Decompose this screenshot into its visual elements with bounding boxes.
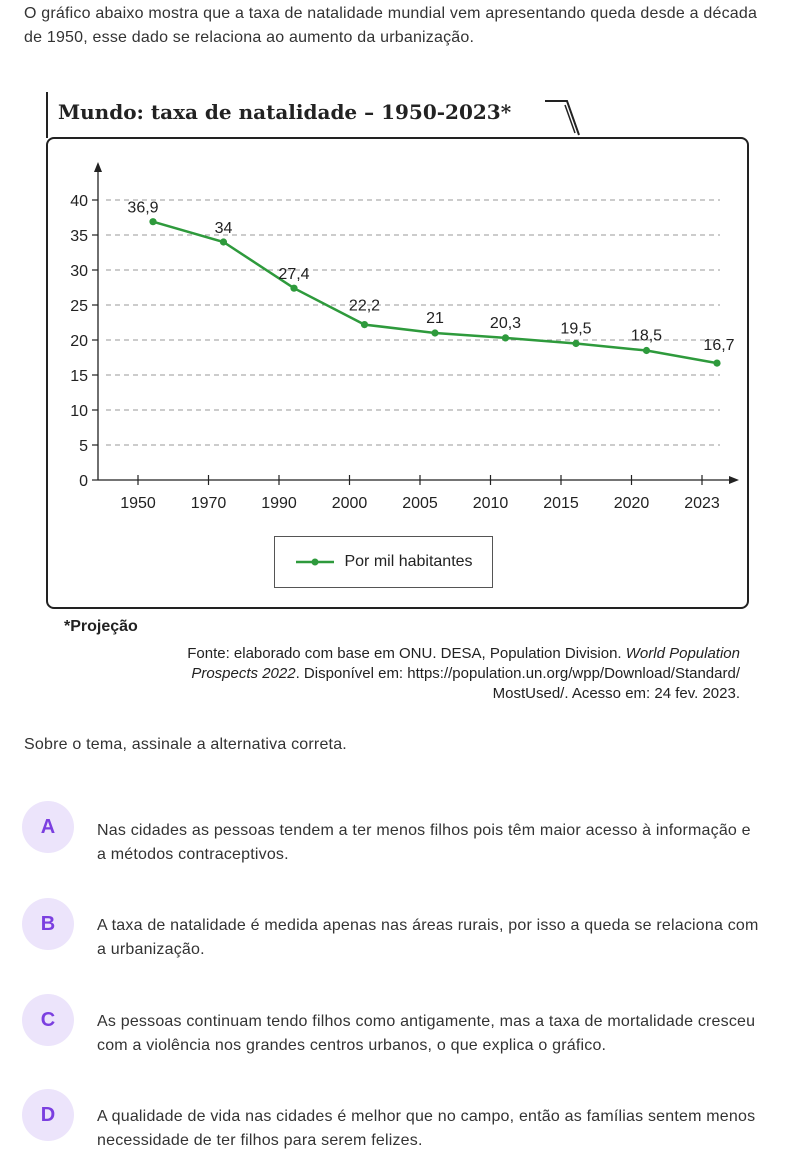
data-label: 36,9: [127, 200, 158, 217]
chart-title: Mundo: taxa de natalidade – 1950-2023*: [58, 100, 512, 124]
data-point: [642, 346, 651, 355]
data-point: [149, 218, 157, 226]
option-b-text[interactable]: A taxa de natalidade é medida apenas nas…: [97, 917, 759, 958]
data-point: [572, 339, 580, 348]
y-tick-label: 10: [70, 403, 88, 420]
y-tick-label: 15: [70, 368, 88, 385]
option-c[interactable]: C As pessoas continuam tendo filhos como…: [22, 994, 762, 1054]
legend-line-marker: [296, 558, 335, 566]
y-tick-label: 0: [79, 473, 88, 490]
x-tick-label: 2020: [614, 495, 650, 512]
data-point: [360, 321, 369, 329]
option-a-text[interactable]: Nas cidades as pessoas tendem a ter meno…: [97, 822, 751, 863]
source-text-2: . Disponível em: https://population.un.o…: [295, 665, 740, 702]
x-tick-label: 2015: [543, 495, 579, 512]
option-d-badge[interactable]: D: [22, 1089, 74, 1141]
data-point: [219, 238, 228, 246]
source-text-1: Fonte: elaborado com base em ONU. DESA, …: [187, 645, 626, 662]
option-a[interactable]: A Nas cidades as pessoas tendem a ter me…: [22, 801, 762, 863]
data-label: 19,5: [560, 321, 591, 338]
option-d-text[interactable]: A qualidade de vida nas cidades é melhor…: [97, 1108, 756, 1149]
data-label: 20,3: [490, 315, 521, 332]
x-tick-label: 2010: [473, 495, 509, 512]
option-a-badge[interactable]: A: [22, 801, 74, 853]
question-prompt: Sobre o tema, assinale a alternativa cor…: [24, 736, 347, 753]
y-tick-label: 20: [70, 333, 88, 350]
data-label: 16,7: [703, 337, 734, 354]
data-point: [713, 359, 721, 367]
option-b-badge[interactable]: B: [22, 898, 74, 950]
source-citation: Fonte: elaborado com base em ONU. DESA, …: [120, 644, 740, 704]
y-tick-label: 5: [79, 438, 88, 455]
x-tick-label: 1990: [261, 495, 297, 512]
projection-note: *Projeção: [64, 618, 138, 635]
chart-frame: [46, 137, 749, 609]
data-label: 34: [215, 220, 233, 237]
title-tab-corner-decoration: [545, 100, 580, 136]
data-label: 27,4: [278, 266, 309, 283]
x-tick-label: 1970: [191, 495, 227, 512]
y-tick-label: 30: [70, 263, 88, 280]
x-tick-label: 2023: [684, 495, 720, 512]
source-title: World Population Prospects 2022: [191, 645, 740, 682]
y-axis-arrow: [94, 162, 102, 172]
chart-title-tab: Mundo: taxa de natalidade – 1950-2023*: [46, 92, 511, 138]
y-tick-label: 35: [70, 228, 88, 245]
x-tick-label: 1950: [120, 495, 156, 512]
y-tick-label: 25: [70, 298, 88, 315]
data-point: [290, 284, 298, 292]
data-point: [501, 334, 510, 342]
option-c-badge[interactable]: C: [22, 994, 74, 1046]
legend-label: Por mil habitantes: [344, 553, 473, 570]
data-label: 22,2: [349, 298, 380, 315]
chart-legend: Por mil habitantes: [274, 536, 493, 588]
y-tick-label: 40: [70, 193, 88, 210]
x-tick-label: 2000: [332, 495, 368, 512]
data-label: 21: [426, 310, 444, 327]
line-chart: 0 5 10 15 20 25 30 35 40 1950 1970 1990 2000 2005 2010…: [70, 162, 739, 512]
option-b[interactable]: B A taxa de natalidade é medida apenas n…: [22, 898, 762, 958]
x-axis-arrow: [729, 476, 739, 484]
data-point: [431, 329, 439, 337]
x-tick-label: 2005: [402, 495, 438, 512]
intro-text: O gráfico abaixo mostra que a taxa de na…: [24, 5, 758, 46]
option-d[interactable]: D A qualidade de vida nas cidades é melh…: [22, 1089, 762, 1149]
option-c-text[interactable]: As pessoas continuam tendo filhos como a…: [97, 1013, 756, 1054]
data-label: 18,5: [631, 328, 662, 345]
